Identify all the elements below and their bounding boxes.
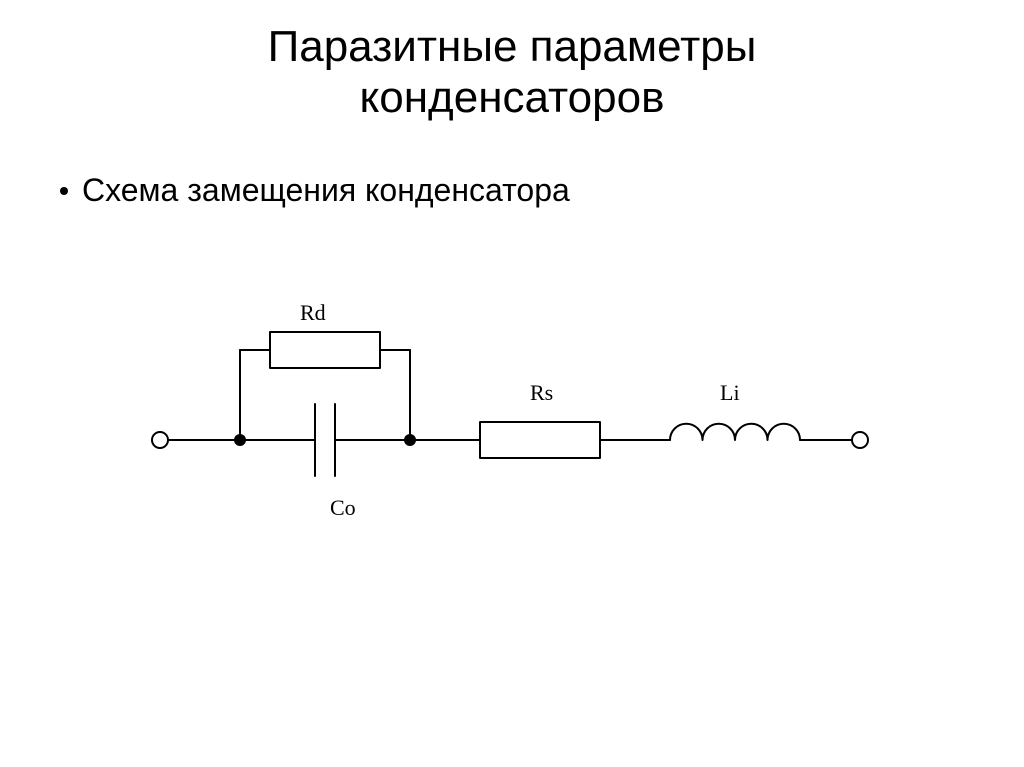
slide-title: Паразитные параметры конденсаторов xyxy=(0,22,1024,123)
title-line-1: Паразитные параметры xyxy=(268,22,757,71)
circuit-svg: Rd Co Rs Li xyxy=(140,300,880,560)
svg-text:Co: Co xyxy=(330,495,356,520)
svg-text:Rd: Rd xyxy=(300,300,326,325)
bullet-text: Схема замещения конденсатора xyxy=(82,172,570,209)
circuit-diagram: Rd Co Rs Li xyxy=(140,300,880,560)
bullet-item: Схема замещения конденсатора xyxy=(60,172,570,209)
svg-text:Li: Li xyxy=(720,380,740,405)
bullet-dot-icon xyxy=(60,187,68,195)
svg-text:Rs: Rs xyxy=(530,380,553,405)
title-line-2: конденсаторов xyxy=(360,73,665,122)
